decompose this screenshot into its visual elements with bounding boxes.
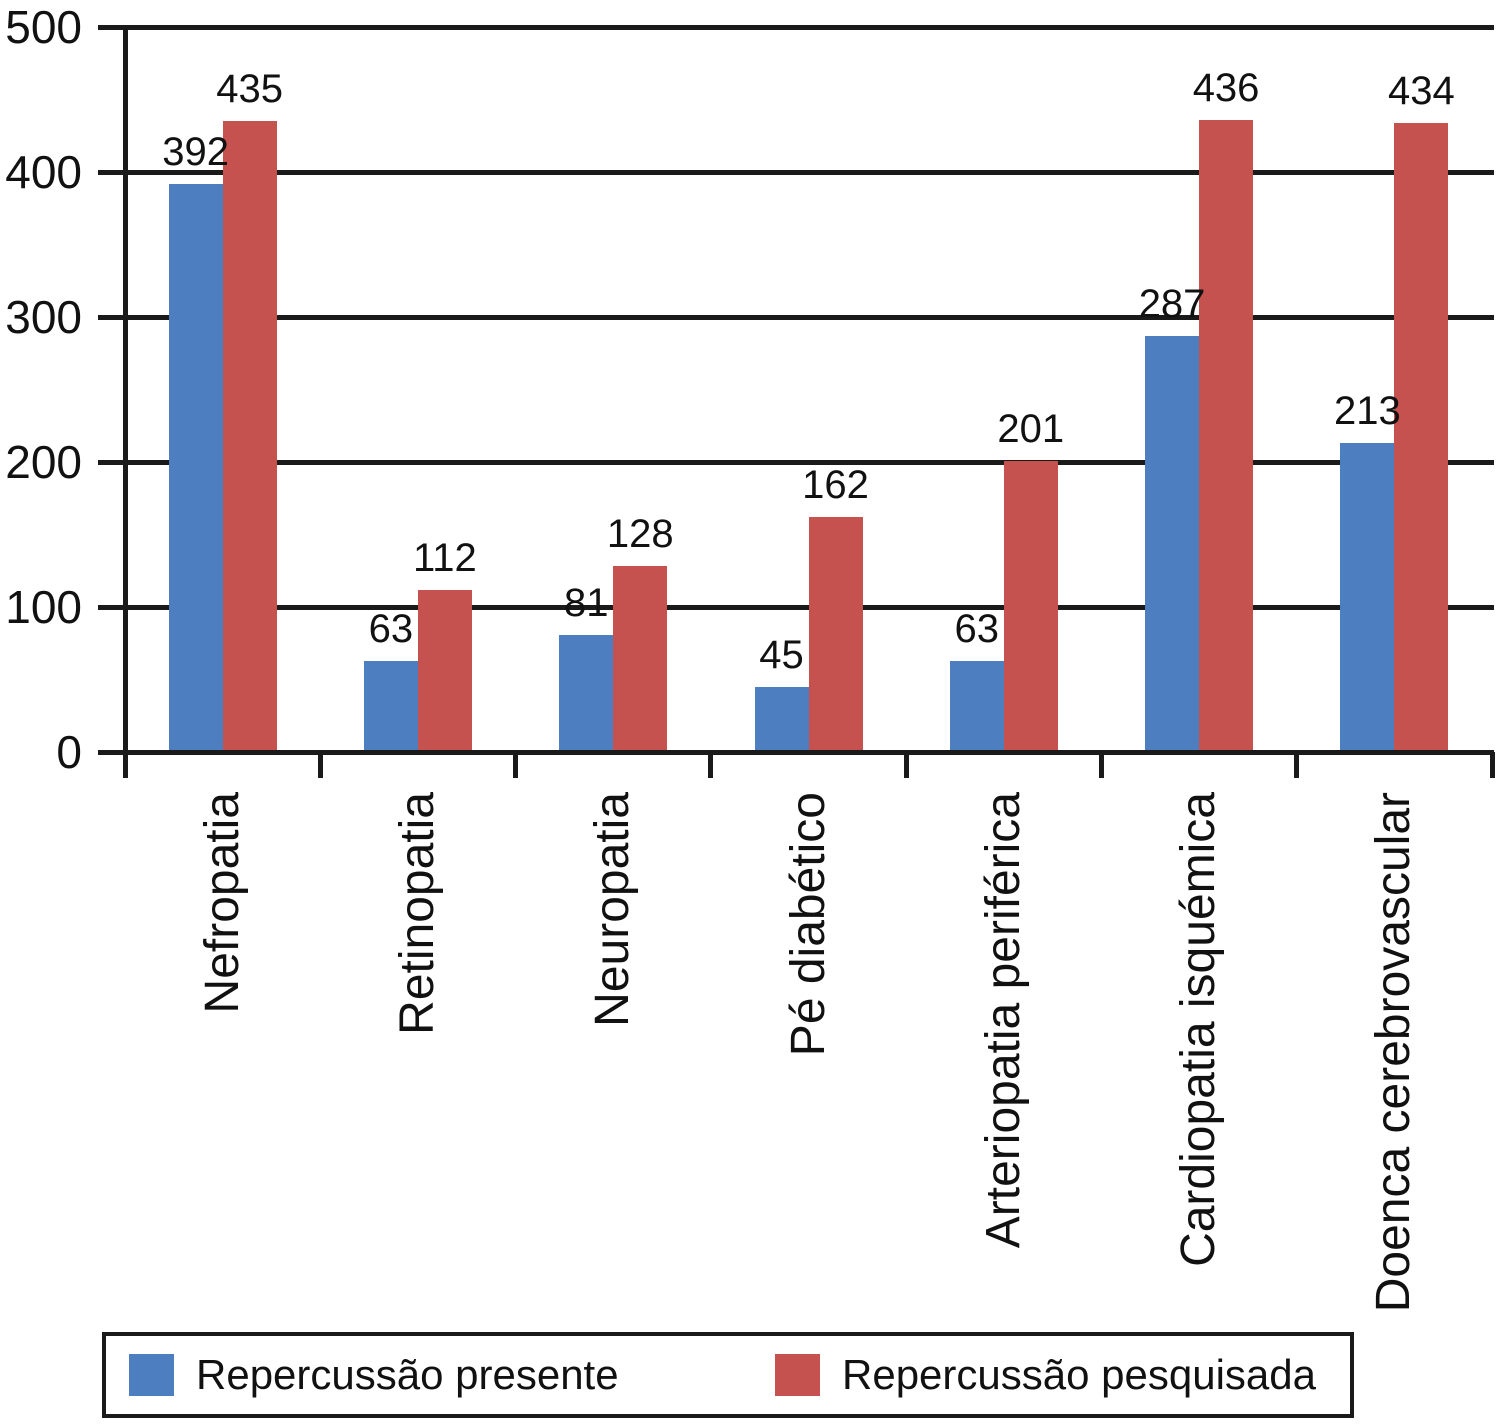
bar-value-label: 434 — [1387, 68, 1455, 113]
bar-pesquisada — [808, 517, 863, 752]
bar-value-label: 436 — [1192, 65, 1260, 110]
y-axis-tick-label: 500 — [5, 1, 82, 53]
y-axis-tick — [98, 314, 125, 320]
y-axis-tick-label: 100 — [5, 581, 82, 633]
bar-value-label: 63 — [954, 606, 1000, 651]
bar-value-label: 213 — [1333, 389, 1401, 434]
x-axis-tick — [1489, 752, 1495, 778]
bar-pesquisada — [1199, 119, 1254, 752]
bar-presente — [1340, 443, 1395, 752]
bar-pesquisada — [1394, 122, 1449, 752]
y-axis-tick — [98, 169, 125, 175]
legend-swatch-presente — [129, 1354, 174, 1396]
bar-presente — [754, 686, 809, 752]
x-category-label: Cardiopatia isquémica — [1172, 792, 1226, 1267]
y-axis-tick — [98, 459, 125, 465]
y-axis-tick-label: 400 — [5, 146, 82, 198]
grid-line — [123, 314, 1494, 320]
bar-value-label: 287 — [1138, 281, 1206, 326]
bar-pesquisada — [1003, 460, 1058, 752]
bar-value-label: 112 — [413, 535, 477, 580]
bar-pesquisada — [222, 121, 277, 752]
x-axis-tick — [317, 752, 323, 778]
y-axis-tick — [98, 604, 125, 610]
grid-line — [123, 24, 1494, 30]
legend-label-presente: Repercussão presente — [196, 1351, 619, 1398]
bar-value-label: 128 — [606, 512, 674, 557]
y-axis-tick-label: 200 — [5, 436, 82, 488]
grid-line — [123, 459, 1494, 465]
x-category-label: Retinopatia — [390, 792, 444, 1035]
x-axis-tick — [122, 752, 128, 778]
bar-value-label: 392 — [162, 129, 230, 174]
bar-presente — [949, 660, 1004, 752]
x-axis-tick — [903, 752, 909, 778]
y-axis-tick — [98, 24, 125, 30]
x-axis-tick — [1098, 752, 1104, 778]
legend-label-pesquisada: Repercussão pesquisada — [842, 1351, 1316, 1398]
legend-swatch-pesquisada — [775, 1354, 820, 1396]
legend: Repercussão presente Repercussão pesquis… — [102, 1332, 1354, 1418]
bar-value-label: 45 — [759, 632, 804, 677]
x-category-label: Nefropatia — [195, 792, 249, 1014]
x-axis-tick — [708, 752, 714, 778]
x-category-label: Neuropatia — [586, 792, 640, 1027]
x-category-label: Arteriopatia periférica — [976, 792, 1030, 1249]
bar-value-label: 201 — [997, 406, 1065, 451]
grid-line — [123, 169, 1494, 175]
bar-pesquisada — [417, 589, 472, 752]
bar-value-label: 63 — [368, 606, 414, 651]
bar-presente — [559, 634, 614, 752]
x-category-label: Pé diabético — [781, 792, 835, 1057]
y-axis-tick-label: 0 — [56, 726, 82, 778]
y-axis-tick-label: 300 — [5, 291, 82, 343]
x-axis-tick — [513, 752, 519, 778]
x-category-label: Doenca cerebrovascular — [1367, 792, 1421, 1313]
bar-pesquisada — [613, 566, 668, 752]
x-axis-line — [123, 749, 1494, 755]
legend-entry-presente: Repercussão presente — [129, 1336, 619, 1414]
y-axis-line — [122, 24, 128, 778]
bar-value-label: 81 — [563, 580, 609, 625]
x-axis-tick — [1294, 752, 1300, 778]
bar-presente — [1145, 335, 1200, 752]
y-axis-tick — [98, 749, 125, 755]
bar-presente — [168, 183, 223, 752]
bar-value-label: 435 — [216, 67, 284, 112]
legend-entry-pesquisada: Repercussão pesquisada — [775, 1336, 1316, 1414]
bar-presente — [363, 660, 418, 752]
bar-value-label: 162 — [802, 463, 869, 508]
